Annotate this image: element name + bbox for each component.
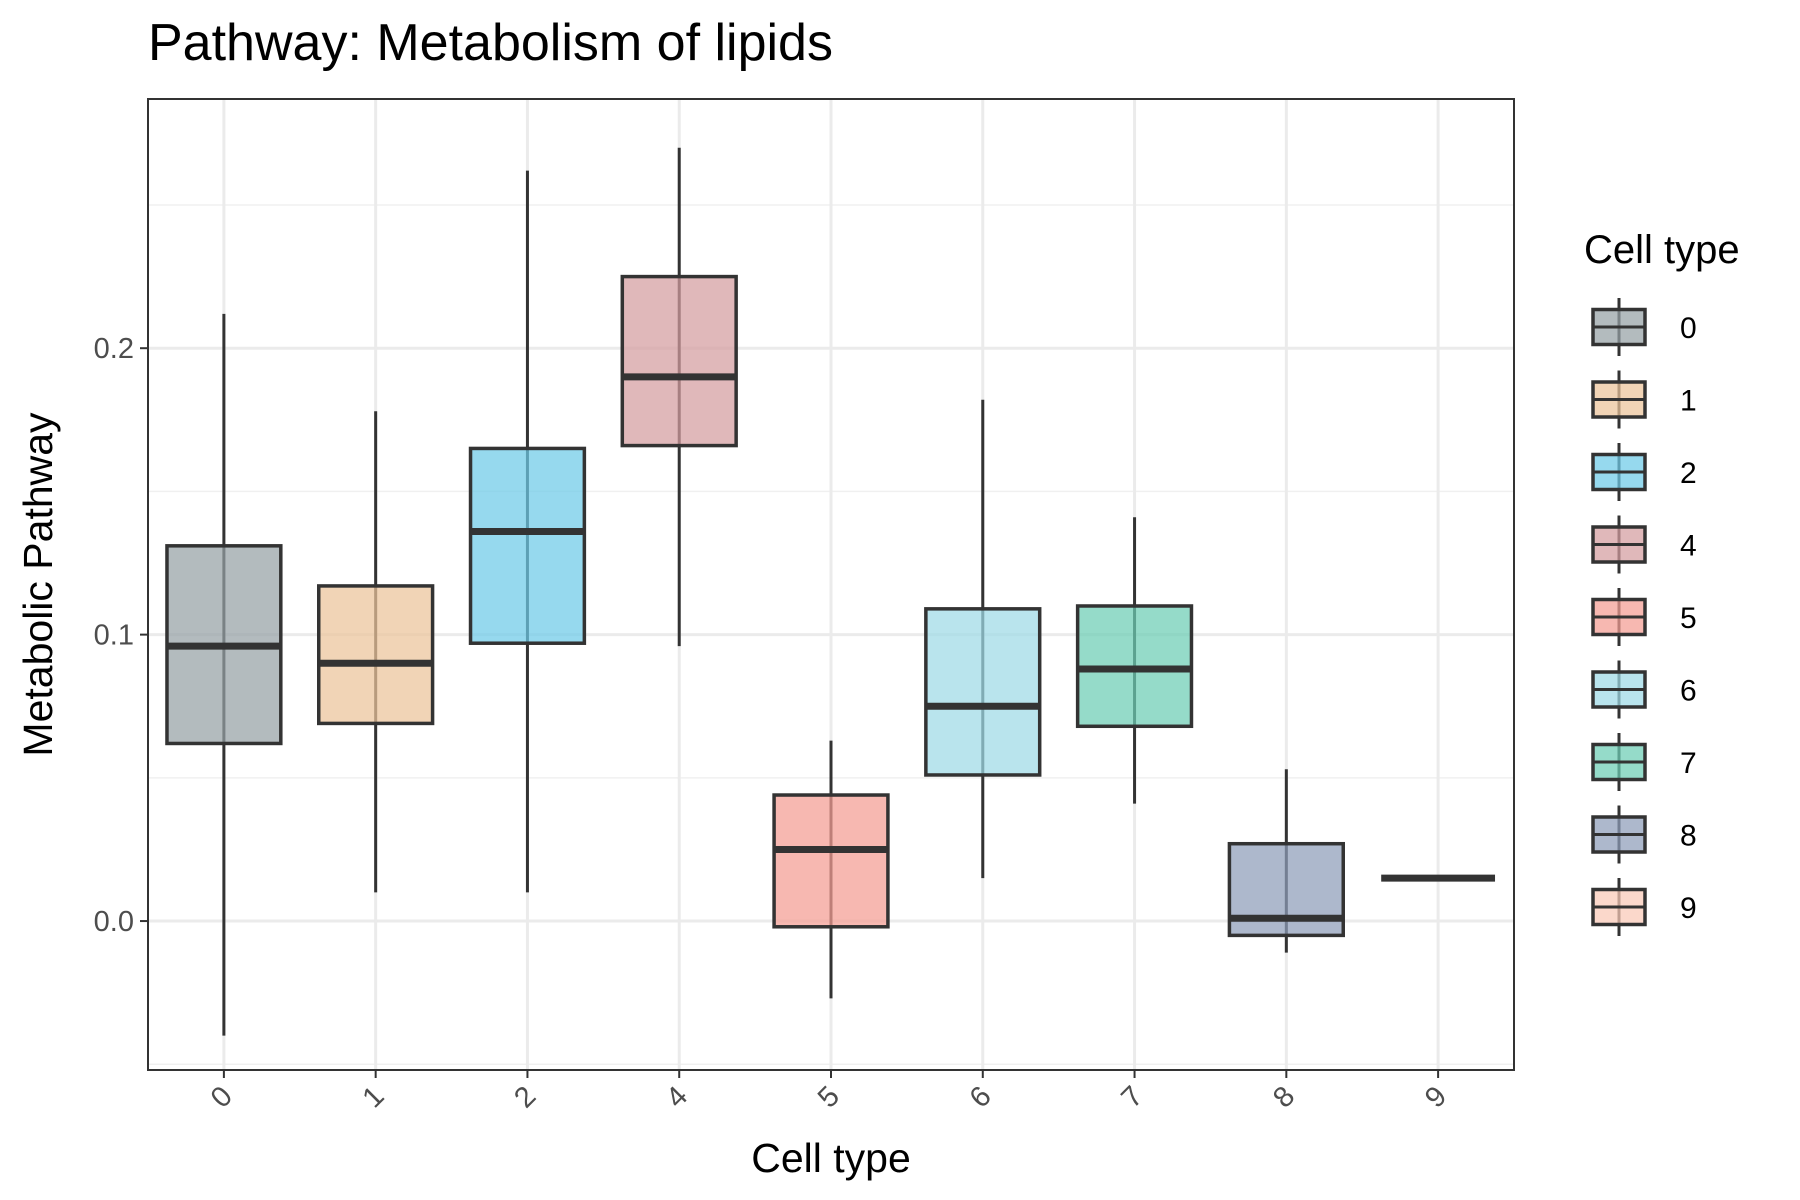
legend-item-7: 7	[1591, 733, 1697, 791]
legend-label: 8	[1680, 820, 1697, 853]
legend-label: 2	[1680, 457, 1697, 490]
box-iqr	[924, 607, 1042, 777]
box-category-1	[317, 411, 435, 893]
legend-label: 4	[1680, 530, 1697, 563]
axis-layer: 0.0 0.1 0.2 0 1 2 4 5 6 7 8 9	[94, 333, 1453, 1114]
box-iqr	[620, 274, 738, 448]
legend-label: 9	[1680, 892, 1697, 925]
x-tick-label: 4	[660, 1080, 694, 1114]
legend-label: 0	[1680, 312, 1697, 345]
box-category-4	[620, 147, 738, 647]
x-tick-label: 8	[1267, 1080, 1301, 1114]
x-tick-label: 1	[357, 1080, 391, 1114]
box-category-5	[772, 740, 890, 999]
legend-label: 5	[1680, 602, 1697, 635]
chart-title: Pathway: Metabolism of lipids	[148, 14, 833, 72]
box-category-6	[924, 399, 1042, 879]
legend-label: 6	[1680, 675, 1697, 708]
legend-item-1: 1	[1591, 370, 1697, 429]
box-category-0	[165, 313, 283, 1036]
box-layer	[165, 147, 1496, 1036]
box-iqr	[317, 584, 435, 726]
x-tick-label: 5	[812, 1080, 846, 1114]
legend-item-0: 0	[1591, 298, 1697, 356]
box-category-7	[1075, 517, 1194, 804]
legend-item-2: 2	[1591, 443, 1697, 501]
box-category-2	[468, 170, 587, 893]
legend-title: Cell type	[1584, 228, 1740, 272]
x-tick-label: 2	[508, 1080, 542, 1114]
x-tick-label: 0	[205, 1080, 239, 1114]
x-tick-label: 6	[964, 1080, 998, 1114]
box-category-8	[1227, 769, 1345, 953]
legend-item-6: 6	[1591, 660, 1697, 719]
box-iqr	[772, 793, 890, 929]
y-tick-label: 0.2	[94, 333, 134, 365]
x-tick-label: 7	[1115, 1080, 1149, 1114]
legend-item-9: 9	[1591, 878, 1697, 936]
y-tick-label: 0.0	[94, 906, 134, 938]
legend: Cell type 0 1 2 4 5 6 7 8 9	[1584, 228, 1740, 936]
legend-item-4: 4	[1591, 515, 1697, 574]
legend-label: 7	[1680, 747, 1697, 780]
x-tick-label: 9	[1419, 1080, 1453, 1114]
legend-item-5: 5	[1591, 588, 1697, 646]
legend-label: 1	[1680, 385, 1697, 418]
legend-item-8: 8	[1591, 805, 1697, 864]
box-iqr	[468, 446, 587, 645]
y-axis-title: Metabolic Pathway	[15, 412, 61, 757]
y-tick-label: 0.1	[94, 620, 134, 652]
x-axis-title: Cell type	[751, 1135, 911, 1181]
